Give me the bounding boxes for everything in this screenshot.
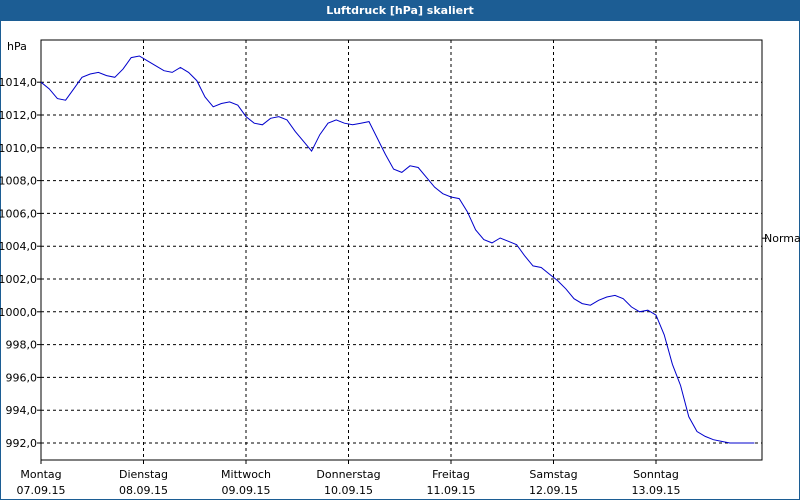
x-axis: Montag 07.09.15 Dienstag 08.09.15 Mittwoch 09… [17, 460, 681, 497]
x-tick-day: Samstag [529, 468, 577, 481]
x-tick-date: 10.09.15 [324, 484, 373, 497]
x-tick-date: 11.09.15 [427, 484, 476, 497]
y-tick-label: 996,0 [6, 371, 38, 384]
y-tick-label: 1012,0 [0, 109, 37, 122]
y-tick-label: 998,0 [6, 339, 38, 352]
y-tick-label: 1014,0 [0, 76, 37, 89]
x-tick-date: 09.09.15 [222, 484, 271, 497]
x-tick-date: 07.09.15 [17, 484, 66, 497]
x-tick-day: Donnerstag [316, 468, 380, 481]
x-tick-date: 12.09.15 [529, 484, 578, 497]
x-tick-day: Dienstag [119, 468, 168, 481]
pressure-series-line [40, 55, 755, 444]
y-axis: 992,0 994,0 996,0 998,0 1000,0 1002,0 1004,0 10… [0, 76, 41, 450]
x-tick-day: Freitag [432, 468, 470, 481]
y-tick-label: 1008,0 [0, 175, 37, 188]
x-tick-date: 08.09.15 [119, 484, 168, 497]
y-tick-label: 994,0 [6, 404, 38, 417]
series-layer [40, 55, 755, 444]
reference-line: Normal [762, 232, 800, 245]
y-tick-label: 1010,0 [0, 142, 37, 155]
grid [41, 40, 762, 460]
y-axis-unit: hPa [7, 40, 27, 53]
x-tick-date: 13.09.15 [632, 484, 681, 497]
x-tick-day: Montag [20, 468, 61, 481]
y-tick-label: 1002,0 [0, 273, 37, 286]
x-tick-day: Mittwoch [221, 468, 271, 481]
x-tick-day: Sonntag [633, 468, 679, 481]
plot-area [40, 39, 763, 461]
y-tick-label: 1004,0 [0, 240, 37, 253]
y-tick-label: 992,0 [6, 437, 38, 450]
chart-title: Luftdruck [hPa] skaliert [1, 1, 799, 21]
y-tick-label: 1000,0 [0, 306, 37, 319]
reference-label: Normal [764, 232, 800, 245]
y-tick-label: 1006,0 [0, 207, 37, 220]
